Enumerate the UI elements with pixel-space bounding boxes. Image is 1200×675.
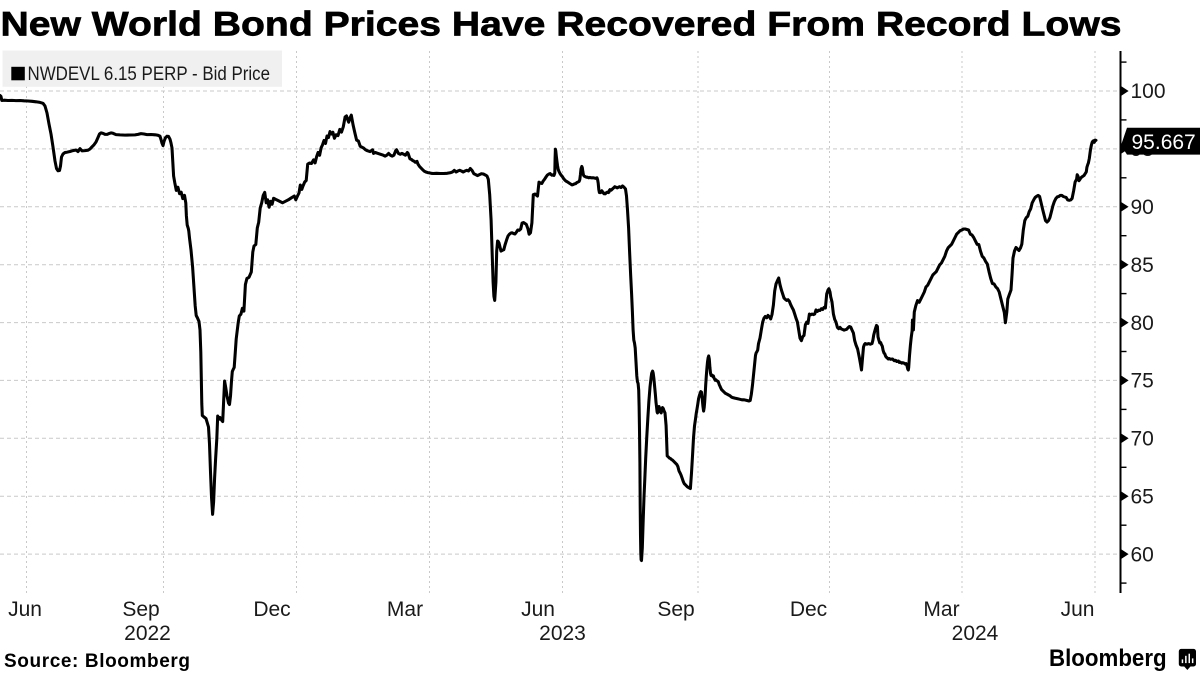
svg-text:Sep: Sep [657,598,694,621]
svg-text:Mar: Mar [387,598,423,621]
svg-text:Jun: Jun [8,598,42,621]
svg-text:Dec: Dec [253,598,290,621]
svg-text:Dec: Dec [790,598,827,621]
svg-text:60: 60 [1131,543,1154,566]
svg-text:Mar: Mar [923,598,959,621]
svg-text:75: 75 [1131,370,1154,393]
svg-text:85: 85 [1131,254,1154,277]
svg-text:2022: 2022 [124,622,171,645]
svg-text:2024: 2024 [952,622,999,645]
svg-text:100: 100 [1131,80,1166,103]
svg-text:95.667: 95.667 [1132,131,1196,154]
svg-text:70: 70 [1131,428,1154,451]
svg-text:Bloomberg: Bloomberg [1049,645,1167,672]
svg-text:Jun: Jun [1061,598,1095,621]
svg-text:Source: Bloomberg: Source: Bloomberg [4,651,190,672]
svg-text:80: 80 [1131,312,1154,335]
svg-text:NWDEVL 6.15 PERP - Bid Price: NWDEVL 6.15 PERP - Bid Price [28,64,271,85]
svg-text:New World Bond Prices Have Rec: New World Bond Prices Have Recovered Fro… [1,6,1122,44]
svg-text:Jun: Jun [521,598,555,621]
svg-text:2023: 2023 [539,622,586,645]
svg-text:90: 90 [1131,196,1154,219]
svg-text:Sep: Sep [122,598,159,621]
svg-text:65: 65 [1131,485,1154,508]
